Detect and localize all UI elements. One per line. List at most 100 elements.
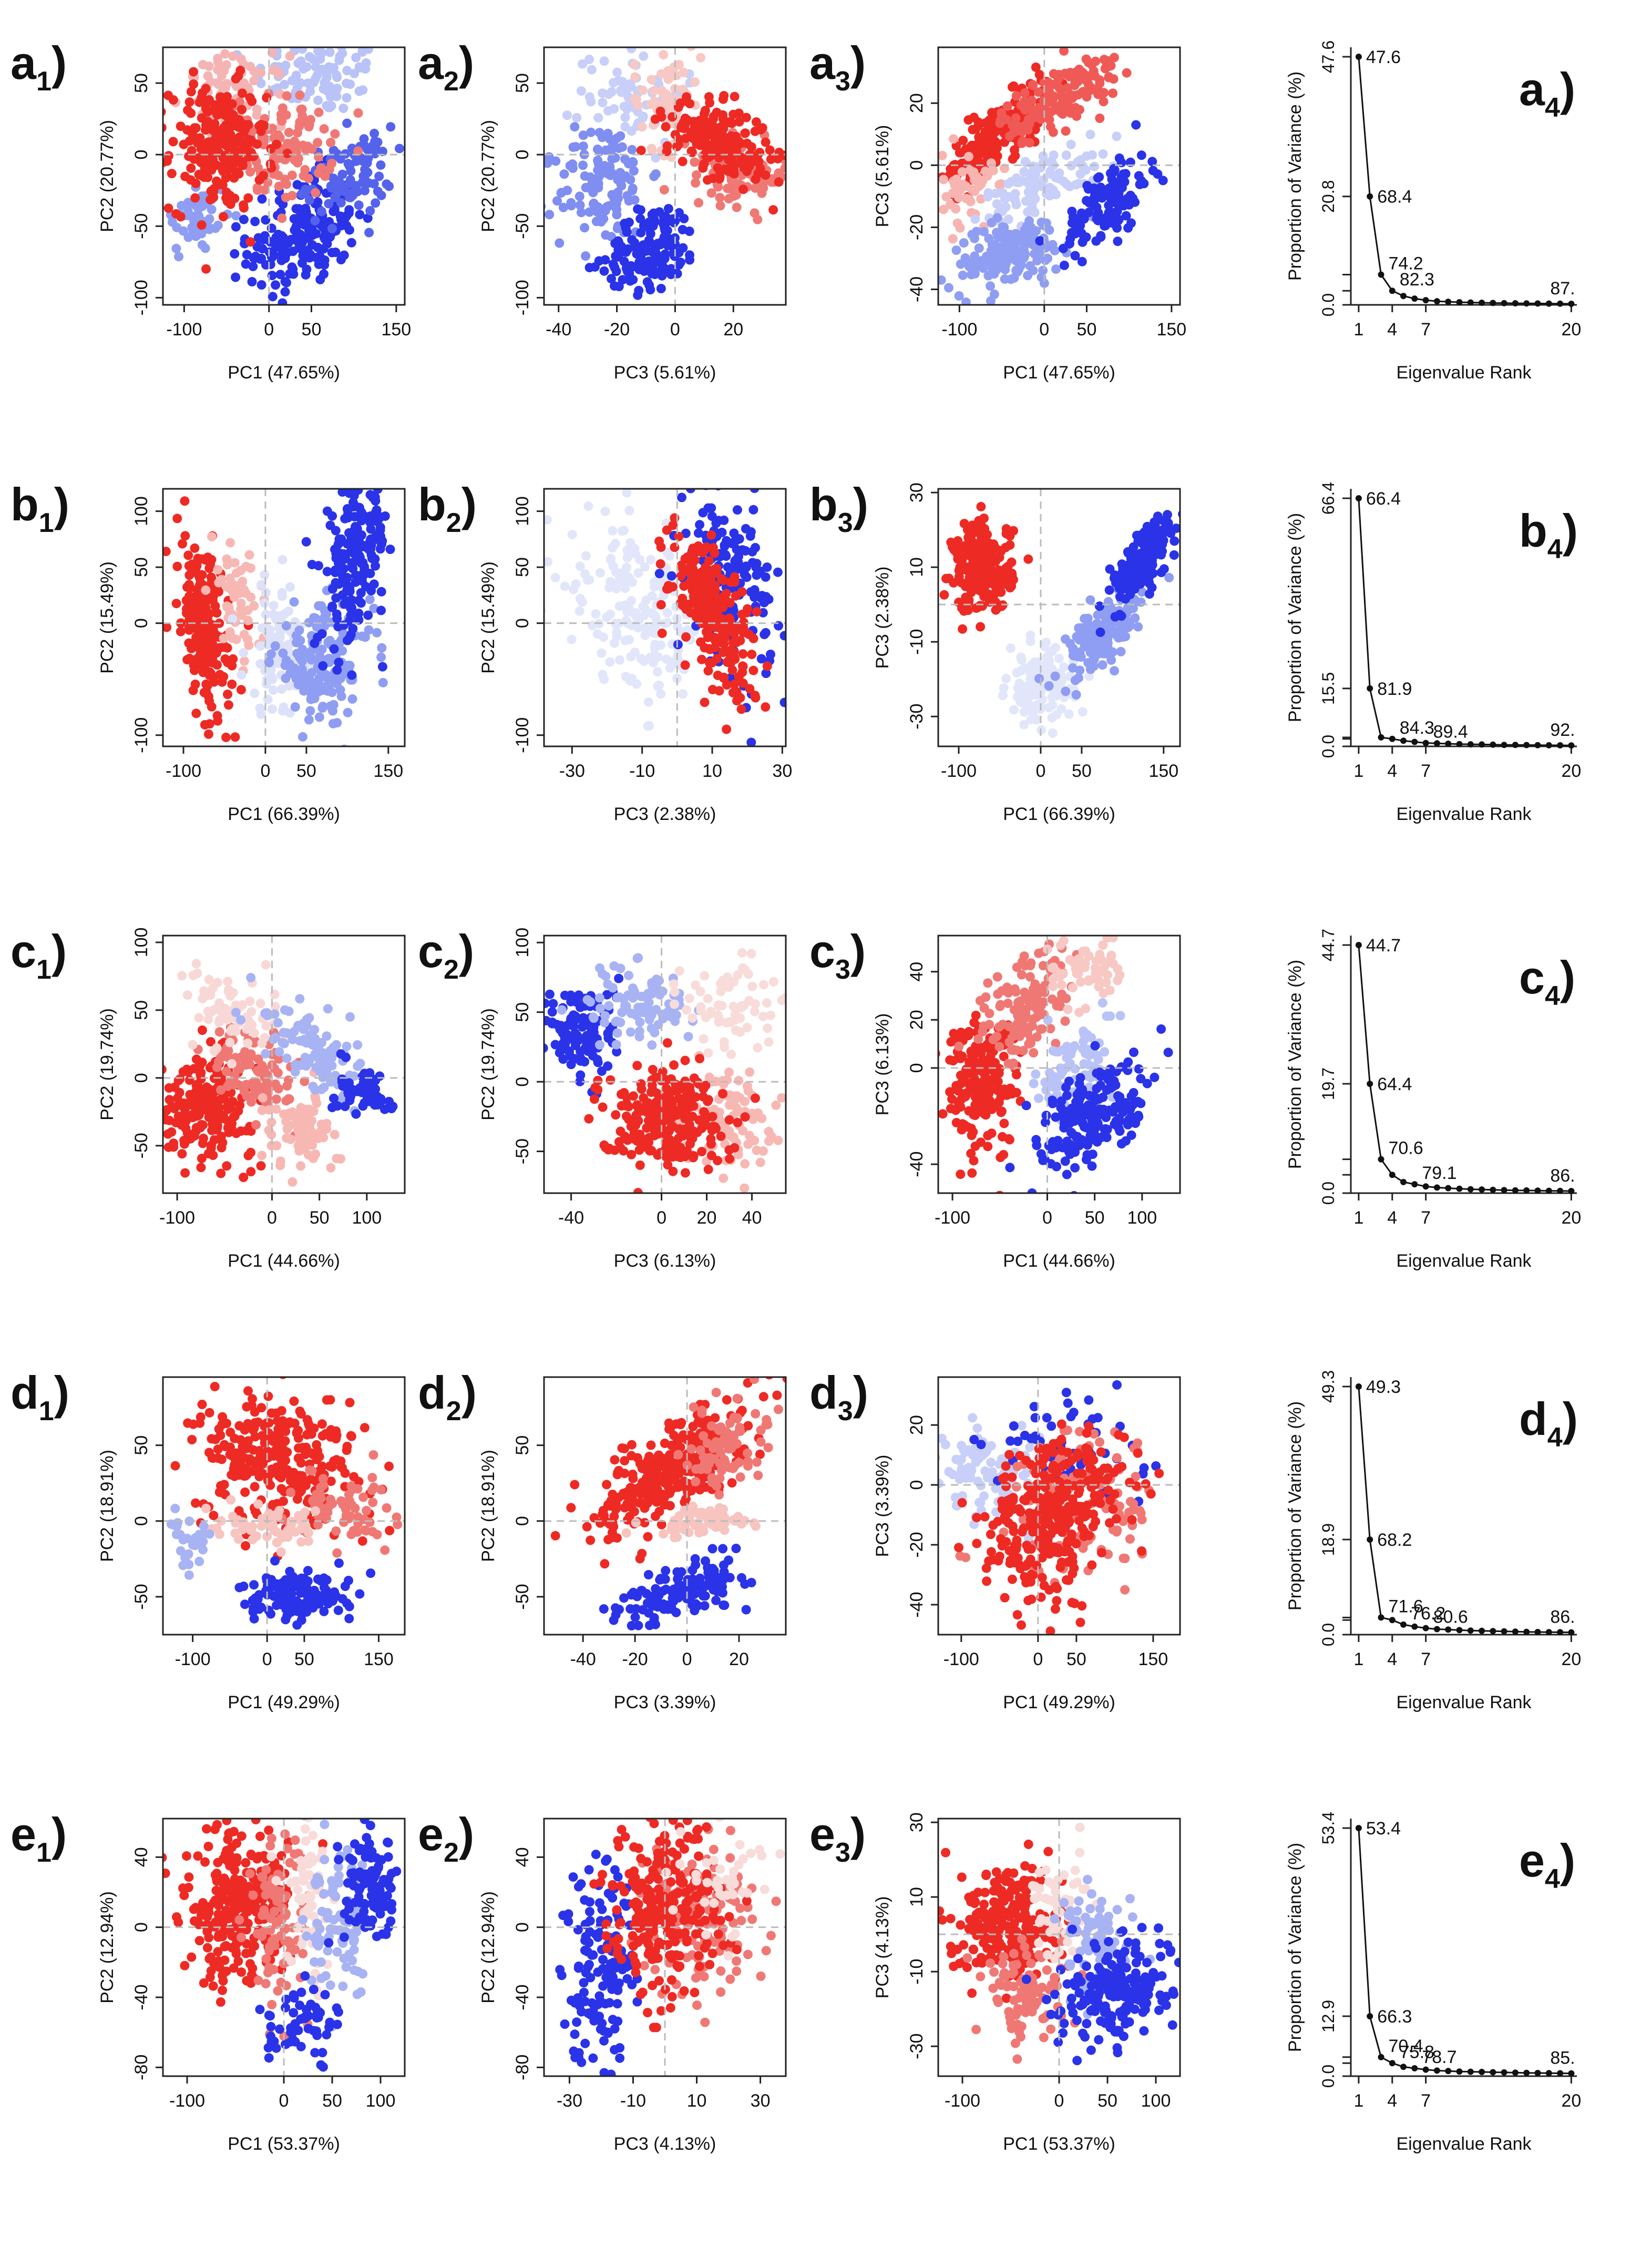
data-point	[363, 437, 372, 446]
data-point	[333, 181, 343, 191]
data-point	[989, 289, 999, 299]
data-point	[578, 130, 588, 140]
data-point	[171, 243, 181, 253]
data-point	[1095, 627, 1105, 637]
data-point	[332, 679, 342, 689]
data-point	[577, 597, 587, 607]
data-point	[183, 198, 193, 208]
data-point	[373, 468, 383, 478]
data-point	[551, 156, 561, 166]
data-point	[349, 474, 358, 483]
data-point	[199, 641, 209, 651]
data-point	[634, 285, 644, 295]
data-point	[580, 569, 590, 579]
data-point	[1090, 71, 1100, 81]
data-point	[206, 1143, 216, 1153]
data-point	[982, 557, 992, 567]
panel-label-paren: )	[1563, 505, 1578, 557]
data-point	[214, 1027, 224, 1037]
data-point	[631, 96, 641, 106]
x-tick-label: 20	[1561, 320, 1581, 340]
data-point	[289, 214, 299, 224]
y-tick-label: 0	[512, 618, 532, 628]
data-point	[686, 146, 696, 156]
data-point	[939, 204, 949, 214]
data-point	[1038, 151, 1048, 161]
data-point	[964, 151, 973, 161]
data-point	[638, 113, 648, 123]
x-tick-label: 50	[1072, 761, 1092, 781]
data-point	[212, 100, 222, 110]
data-point	[334, 55, 344, 65]
data-point	[239, 656, 249, 666]
data-point	[248, 261, 258, 271]
data-point	[178, 539, 187, 549]
x-tick-label: 150	[1156, 320, 1186, 340]
data-point	[673, 134, 683, 144]
data-point	[659, 220, 669, 230]
data-point	[633, 568, 643, 578]
data-point	[252, 1065, 262, 1075]
data-point	[277, 588, 287, 598]
data-point	[225, 538, 235, 548]
data-point	[346, 597, 355, 607]
x-axis-label: PC3 (5.61%)	[614, 363, 716, 383]
data-point	[977, 256, 986, 266]
data-point	[1113, 572, 1123, 582]
data-point	[319, 232, 329, 242]
data-point	[959, 238, 969, 248]
data-point	[695, 574, 705, 584]
data-point	[1144, 555, 1154, 565]
data-point	[330, 129, 340, 139]
scree-point	[1445, 741, 1452, 747]
data-point	[243, 1015, 253, 1025]
panel-label-paren: )	[52, 37, 67, 89]
data-point	[1061, 150, 1071, 160]
data-point	[1099, 97, 1109, 107]
data-point	[186, 163, 196, 173]
scree-point	[1355, 54, 1362, 60]
x-tick-label: 4	[1387, 320, 1397, 340]
data-point	[259, 598, 269, 608]
data-point	[1070, 91, 1080, 100]
data-point	[585, 183, 594, 193]
data-point	[704, 644, 714, 654]
data-point	[765, 145, 775, 155]
data-point	[725, 645, 735, 655]
data-point	[622, 553, 632, 563]
data-point	[552, 196, 562, 206]
data-point	[349, 466, 358, 475]
data-point	[673, 640, 683, 650]
data-point	[1014, 264, 1024, 274]
data-point	[182, 1135, 192, 1145]
panel-label: a2)	[418, 37, 474, 97]
data-point	[744, 162, 754, 172]
x-tick-label: -30	[559, 761, 585, 781]
data-point	[163, 547, 171, 557]
data-point	[344, 161, 354, 171]
data-point	[320, 612, 330, 622]
data-point	[621, 223, 631, 233]
data-point	[679, 213, 689, 223]
data-point	[627, 47, 637, 54]
data-point	[317, 703, 327, 713]
data-point	[343, 707, 353, 717]
data-point	[1029, 702, 1039, 712]
data-point	[285, 582, 295, 592]
data-point	[630, 59, 639, 69]
data-point	[167, 1127, 177, 1137]
data-point	[1009, 705, 1019, 715]
data-point	[723, 145, 733, 155]
data-point	[988, 166, 998, 176]
data-point	[967, 270, 977, 280]
data-point	[661, 654, 671, 664]
scatter-points	[163, 47, 405, 305]
data-point	[613, 175, 623, 184]
data-point	[656, 112, 666, 122]
data-point	[991, 189, 1001, 199]
data-point	[284, 1094, 293, 1104]
data-point	[761, 137, 771, 147]
data-point	[761, 170, 771, 180]
data-point	[598, 98, 608, 108]
data-point	[971, 227, 981, 237]
